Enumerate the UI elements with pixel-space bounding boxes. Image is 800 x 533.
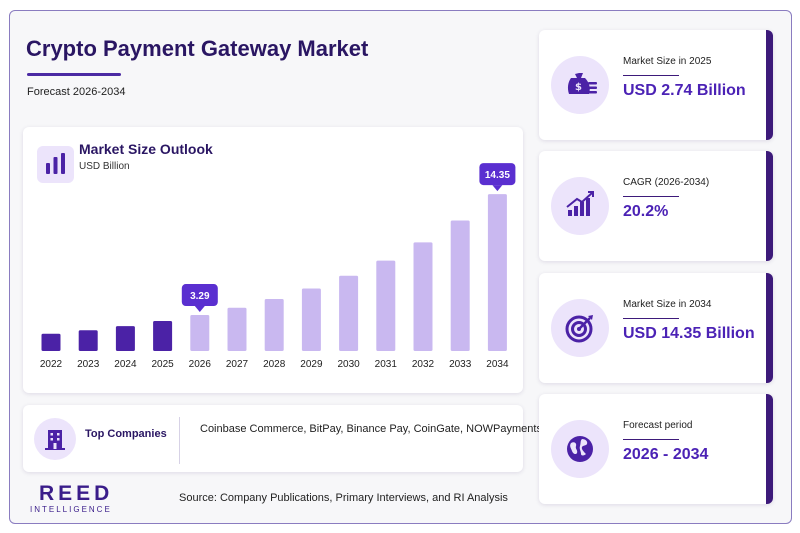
brand-logo-tagline: INTELLIGENCE	[30, 505, 112, 514]
stat-label: Forecast period	[623, 420, 693, 431]
building-icon	[34, 418, 76, 460]
bar-2031	[376, 260, 396, 351]
x-tick-label: 2031	[375, 359, 398, 370]
stat-label: CAGR (2026-2034)	[623, 177, 710, 188]
page-subtitle: Forecast 2026-2034	[27, 86, 126, 98]
divider	[179, 417, 180, 464]
stat-value: USD 14.35 Billion	[623, 325, 755, 342]
stat-card-market-size-2025: $ Market Size in 2025 USD 2.74 Billion	[539, 30, 773, 140]
stat-label: Market Size in 2034	[623, 299, 712, 310]
bar-2024	[115, 326, 135, 351]
x-tick-label: 2034	[486, 359, 509, 370]
x-tick-label: 2022	[40, 359, 63, 370]
x-tick-label: 2029	[300, 359, 323, 370]
data-label-2034: 14.35	[479, 163, 516, 192]
top-companies-list: Coinbase Commerce, BitPay, Binance Pay, …	[200, 423, 542, 435]
x-tick-label: 2024	[114, 359, 137, 370]
bar-chart: 2022 2023 2024 2025 2026 3.29 2027 2028 2029 2030…	[40, 163, 516, 370]
source-note: Source: Company Publications, Primary In…	[179, 492, 508, 504]
bar-2033	[450, 220, 470, 351]
chart-unit: USD Billion	[79, 161, 130, 172]
growth-chart-icon	[551, 177, 609, 235]
svg-text:3.29: 3.29	[190, 291, 210, 302]
bar-chart-icon	[37, 146, 74, 183]
stat-underline	[623, 318, 679, 319]
bar-2032	[413, 242, 433, 351]
x-tick-label: 2033	[449, 359, 472, 370]
x-tick-label: 2023	[77, 359, 100, 370]
chart-title: Market Size Outlook	[79, 141, 213, 157]
svg-text:14.35: 14.35	[485, 170, 510, 181]
bar-2023	[78, 330, 98, 351]
stat-label: Market Size in 2025	[623, 56, 712, 67]
target-icon	[551, 299, 609, 357]
bar-2025	[153, 321, 173, 351]
x-tick-label: 2027	[226, 359, 249, 370]
bar-2028	[264, 298, 284, 351]
bar-2029	[301, 288, 321, 351]
bar-2022	[41, 333, 61, 351]
stat-underline	[623, 75, 679, 76]
stat-card-forecast-period: Forecast period 2026 - 2034	[539, 394, 773, 504]
stat-underline	[623, 196, 679, 197]
companies-card: Top Companies Coinbase Commerce, BitPay,…	[23, 405, 542, 472]
data-label-2026: 3.29	[181, 284, 218, 313]
top-companies-label: Top Companies	[85, 428, 167, 440]
bar-2026	[190, 315, 210, 351]
x-tick-label: 2028	[263, 359, 286, 370]
page-title: Crypto Payment Gateway Market	[26, 36, 369, 61]
stat-value: USD 2.74 Billion	[623, 82, 746, 99]
x-tick-label: 2030	[337, 359, 360, 370]
x-tick-label: 2032	[412, 359, 435, 370]
svg-text:$: $	[575, 82, 582, 93]
globe-icon	[551, 420, 609, 478]
stat-underline	[623, 439, 679, 440]
stat-value: 2026 - 2034	[623, 446, 709, 463]
title-underline	[27, 73, 121, 76]
x-tick-label: 2026	[189, 359, 212, 370]
money-bag-icon: $	[551, 56, 609, 114]
x-tick-label: 2025	[151, 359, 174, 370]
stat-value: 20.2%	[623, 203, 669, 220]
chart-card: Market Size Outlook USD Billion 2022 2023…	[23, 127, 523, 393]
bar-2027	[227, 307, 247, 351]
stat-card-cagr: CAGR (2026-2034) 20.2%	[539, 151, 773, 261]
bar-2034	[487, 194, 507, 351]
brand-logo-name: REED	[39, 482, 114, 505]
stat-card-market-size-2034: Market Size in 2034 USD 14.35 Billion	[539, 273, 773, 383]
bar-2030	[339, 275, 359, 351]
